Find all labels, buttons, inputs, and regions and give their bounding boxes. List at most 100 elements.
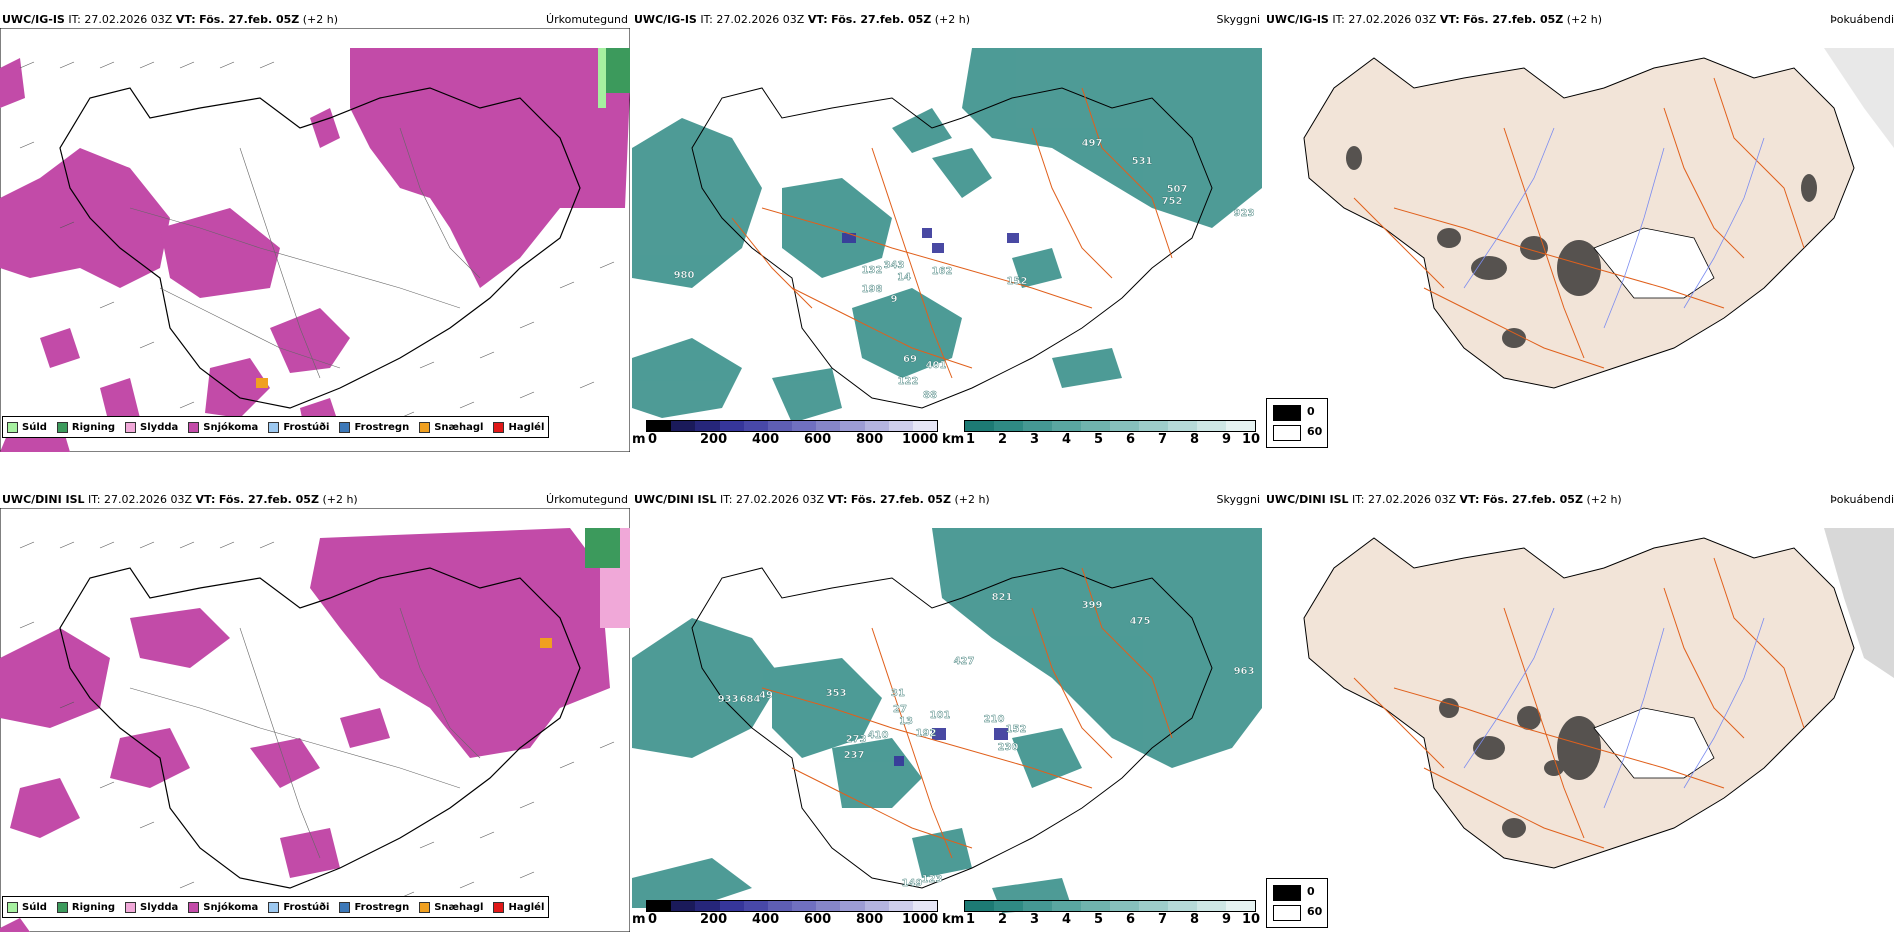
precip-map [0, 28, 630, 452]
colorbar-tick: 2 [998, 432, 1008, 447]
precip-panel-row2: UWC/DINI ISL IT: 27.02.2026 03Z VT: Fös.… [0, 492, 630, 932]
colorbar-tick: 200 [700, 432, 728, 447]
legend-item: Snæhagl [419, 421, 483, 433]
value-label: 192 [916, 728, 937, 739]
value-label: 410 [868, 730, 889, 741]
value-label: 210 [984, 714, 1005, 725]
colorbar-tick: 0 [648, 912, 658, 927]
coastline [59, 87, 581, 409]
coastline [691, 87, 1213, 409]
precip-map [0, 508, 630, 932]
value-label: 401 [926, 360, 947, 371]
value-label: 427 [954, 656, 975, 667]
wind-barbs [19, 61, 615, 419]
colorbar-tick: 600 [804, 912, 832, 927]
value-label: 230 [998, 742, 1019, 753]
colorbar-tick: 1000 [902, 432, 939, 447]
value-label: 933 [718, 694, 739, 705]
colorbar-tick: 8 [1190, 912, 1200, 927]
colorbar-strip [964, 900, 1256, 912]
value-label: 497 [1082, 138, 1103, 149]
colorbar-tick: 9 [1222, 912, 1232, 927]
colorbar-tick: 4 [1062, 432, 1072, 447]
init-time: 27.02.2026 03Z [84, 13, 173, 26]
value-label: 353 [826, 688, 847, 699]
panel-header: UWC/IG-IS IT: 27.02.2026 03Z VT: Fös. 27… [634, 13, 1260, 26]
cloud-map: 821 399 475 427 963 933 684 49 353 31 10… [632, 508, 1262, 932]
fog-legend-min: 0 [1307, 885, 1315, 898]
value-label: 923 [1234, 208, 1255, 219]
rivers [1463, 127, 1765, 329]
coastline [59, 567, 581, 889]
panel-header: UWC/DINI ISL IT: 27.02.2026 03Z VT: Fös.… [1266, 493, 1894, 506]
fog-panel-row2: UWC/DINI ISL IT: 27.02.2026 03Z VT: Fös.… [1264, 492, 1900, 932]
cloud-panel-row2: UWC/DINI ISL IT: 27.02.2026 03Z VT: Fös.… [632, 492, 1262, 932]
panel-title: Skyggni [1216, 13, 1260, 26]
colorbar-unit: m [632, 432, 646, 447]
colorbar-strip [964, 420, 1256, 432]
fog-map [1264, 28, 1894, 452]
model-name: UWC/IG-IS [2, 13, 65, 26]
visibility-colorbar: km 1 2 3 4 5 6 7 8 9 10 [940, 418, 1262, 452]
panel-title: Þokuábendi [1830, 13, 1894, 26]
fog-index-area [1346, 146, 1817, 348]
fog-panel-row1: UWC/IG-IS IT: 27.02.2026 03Z VT: Fös. 27… [1264, 12, 1900, 452]
value-label: 152 [1007, 276, 1028, 287]
roads [1353, 77, 1805, 369]
model-name: UWC/DINI ISL [2, 493, 85, 506]
value-label: 27 [893, 704, 907, 715]
colorbar-tick: 9 [1222, 432, 1232, 447]
colorbar-tick: 6 [1126, 432, 1136, 447]
colorbar-strip [646, 900, 938, 912]
value-label: 123 [922, 874, 943, 885]
colorbar-tick: 5 [1094, 432, 1104, 447]
value-label: 198 [862, 284, 883, 295]
value-label: 684 [740, 694, 761, 705]
precip-panel-row1: UWC/IG-IS IT: 27.02.2026 03Z VT: Fös. 27… [0, 12, 630, 452]
fog-legend-max: 60 [1307, 905, 1323, 918]
value-label: 821 [992, 592, 1013, 603]
value-label: 9 [891, 294, 898, 305]
panel-header: UWC/DINI ISL IT: 27.02.2026 03Z VT: Fös.… [634, 493, 1260, 506]
lead-time: (+2 h) [302, 13, 339, 26]
low-visibility-area [632, 528, 1262, 913]
fog-legend: 0 60 [1266, 878, 1328, 928]
low-cloud-base [842, 228, 1019, 253]
valid-time: Fös. 27.feb. 05Z [199, 13, 300, 26]
roads [129, 127, 481, 379]
value-label: 13 [899, 716, 913, 727]
cloud-map: 497 531 507 752 923 980 132 343 14 162 1… [632, 28, 1262, 452]
colorbar-tick: 4 [1062, 912, 1072, 927]
legend-item: Haglél [493, 901, 544, 913]
value-label: 162 [932, 266, 953, 277]
legend-item: Frostregn [339, 901, 409, 913]
legend-item: Frostregn [339, 421, 409, 433]
colorbar-tick: 400 [752, 912, 780, 927]
visibility-colorbar: km 1 2 3 4 5 6 7 8 9 10 [940, 898, 1262, 932]
colorbar-tick: 7 [1158, 912, 1168, 927]
value-label: 88 [923, 390, 937, 401]
value-label: 507 [1167, 184, 1188, 195]
colorbar-tick: 0 [648, 432, 658, 447]
colorbar-tick: 600 [804, 432, 832, 447]
colorbar-tick: 1 [966, 432, 976, 447]
legend-item: Rigning [56, 901, 115, 913]
legend-item: Snjókoma [188, 421, 258, 433]
fog-map [1264, 508, 1894, 932]
colorbar-tick: 1000 [902, 912, 939, 927]
it-label: IT: [68, 13, 81, 26]
valid-time: Fös. 27.feb. 05Z [218, 493, 319, 506]
value-label: 237 [844, 750, 865, 761]
colorbar-tick: 200 [700, 912, 728, 927]
colorbar-tick: 1 [966, 912, 976, 927]
colorbar-tick: 2 [998, 912, 1008, 927]
legend-item: Haglél [493, 421, 544, 433]
roads [129, 607, 481, 859]
value-label: 752 [1162, 196, 1183, 207]
value-label: 531 [1132, 156, 1153, 167]
value-label: 399 [1082, 600, 1103, 611]
lead-time: (+2 h) [322, 493, 358, 506]
legend-item: Slydda [125, 901, 178, 913]
legend-item: Snjókoma [188, 901, 258, 913]
value-label: 963 [1234, 666, 1255, 677]
